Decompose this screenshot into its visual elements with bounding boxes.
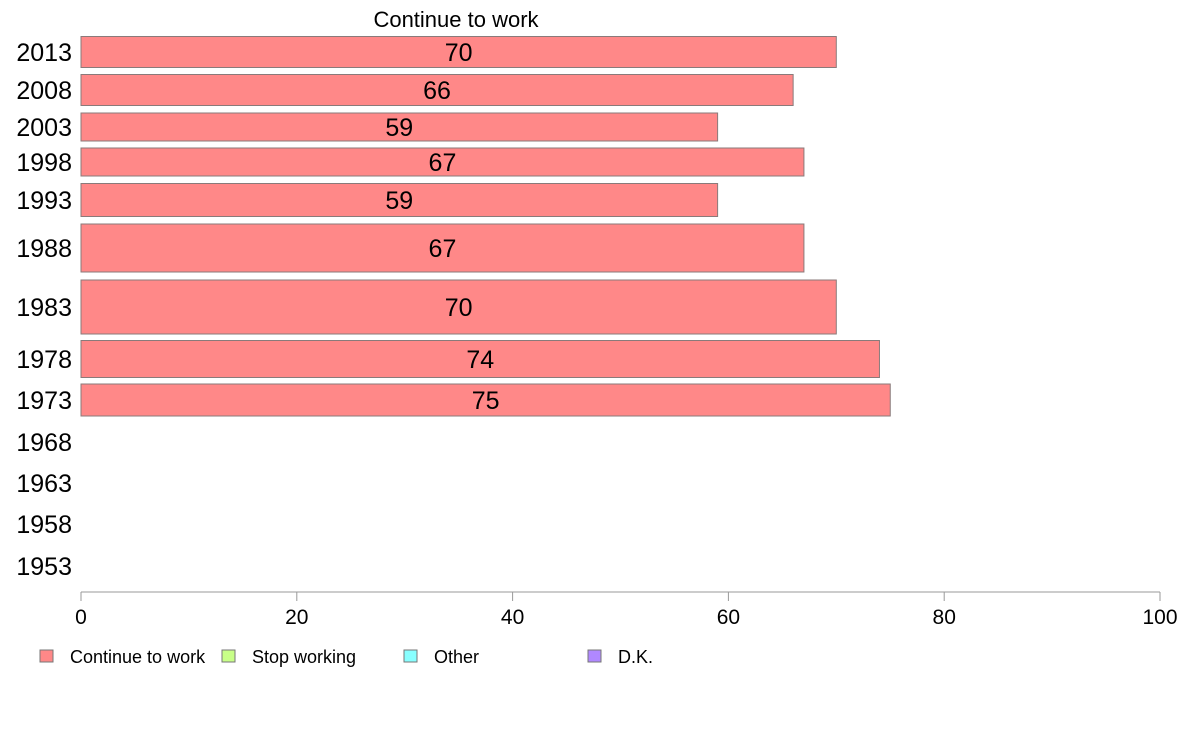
x-tick-label-0: 0 — [75, 606, 87, 629]
bar-2003 — [80, 112, 719, 142]
year-labels-group: 2013 2008 2003 1998 1993 1988 1983 1978 1973 1968… — [16, 39, 72, 581]
year-label-1958: 1958 — [16, 511, 72, 539]
year-label-1988: 1988 — [16, 235, 72, 263]
bar-value-label-1988: 67 — [429, 235, 457, 263]
legend-swatch-1 — [221, 649, 236, 663]
x-tick-label-20: 20 — [285, 606, 308, 629]
bar-value-label-2003: 59 — [385, 114, 413, 142]
year-label-2008: 2008 — [16, 77, 72, 105]
x-tick-label-100: 100 — [1142, 606, 1177, 629]
bar-1993 — [80, 183, 719, 217]
bar-1983 — [80, 279, 837, 335]
bars-group: 70 66 59 67 59 67 70 74 75 — [80, 36, 891, 417]
bar-2013 — [80, 36, 837, 68]
year-label-1983: 1983 — [16, 294, 72, 322]
year-label-2013: 2013 — [16, 39, 72, 67]
year-label-1998: 1998 — [16, 149, 72, 177]
legend-swatch-0 — [39, 649, 54, 663]
legend-swatch-2 — [403, 649, 418, 663]
year-label-1968: 1968 — [16, 429, 72, 457]
bar-value-label-1993: 59 — [385, 187, 413, 215]
bar-1973 — [80, 383, 891, 417]
bar-value-label-2013: 70 — [445, 39, 473, 67]
year-label-2003: 2003 — [16, 114, 72, 142]
bar-1978 — [80, 340, 880, 378]
bar-1988 — [80, 223, 805, 273]
year-label-1993: 1993 — [16, 187, 72, 215]
year-label-1978: 1978 — [16, 346, 72, 374]
bar-value-label-1978: 74 — [466, 346, 494, 374]
bar-value-label-1983: 70 — [445, 294, 473, 322]
year-label-1973: 1973 — [16, 387, 72, 415]
bar-1998 — [80, 147, 805, 177]
legend-label-0: Continue to work — [70, 647, 206, 667]
x-tick-label-80: 80 — [933, 606, 956, 629]
bar-value-label-1973: 75 — [472, 387, 500, 415]
legend: Continue to work Stop working Other D.K. — [39, 647, 653, 667]
legend-label-1: Stop working — [252, 647, 356, 667]
x-axis: 0 20 40 60 80 100 — [75, 591, 1178, 629]
x-tick-label-60: 60 — [717, 606, 740, 629]
year-label-1953: 1953 — [16, 553, 72, 581]
bar-2008 — [80, 74, 794, 106]
x-tick-label-40: 40 — [501, 606, 524, 629]
legend-label-2: Other — [434, 647, 479, 667]
chart-title: Continue to work — [373, 7, 539, 32]
legend-swatch-3 — [587, 649, 602, 663]
legend-label-3: D.K. — [618, 647, 653, 667]
bar-value-label-2008: 66 — [423, 77, 451, 105]
bar-value-label-1998: 67 — [429, 149, 457, 177]
year-label-1963: 1963 — [16, 470, 72, 498]
